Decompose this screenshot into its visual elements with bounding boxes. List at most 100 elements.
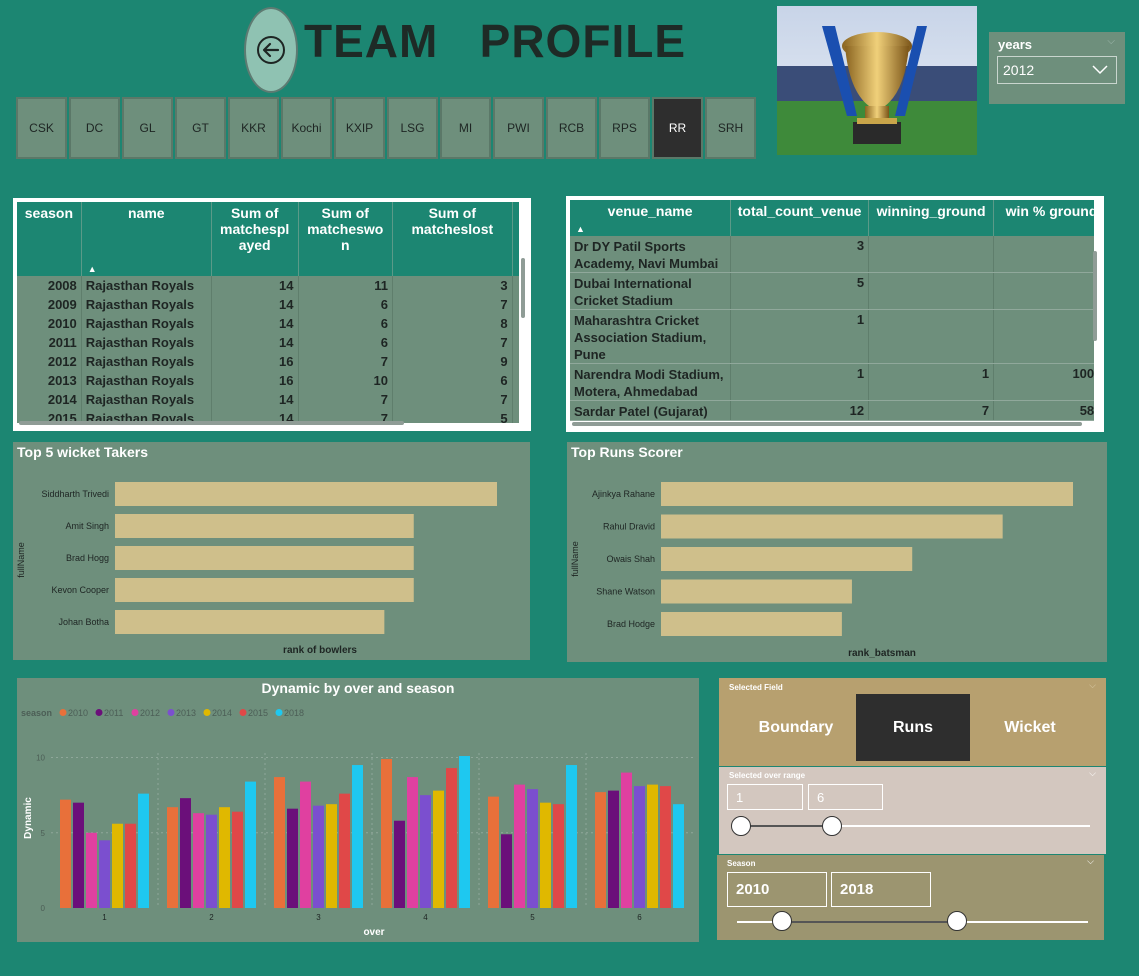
table-row[interactable]: 2011 Rajasthan Royals 14 6 7 (17, 333, 519, 352)
season-min-handle[interactable] (772, 911, 792, 931)
team-button-kxip[interactable]: KXIP (334, 97, 385, 159)
season-min-input[interactable]: 2010 (727, 872, 827, 907)
years-dropdown[interactable]: 2012 (997, 56, 1117, 84)
back-button[interactable] (244, 7, 298, 93)
bar[interactable] (501, 834, 512, 908)
bar[interactable] (193, 813, 204, 908)
team-button-lsg[interactable]: LSG (387, 97, 438, 159)
bar[interactable] (115, 482, 497, 506)
team-button-rr[interactable]: RR (652, 97, 703, 159)
bar[interactable] (407, 777, 418, 908)
bar[interactable] (112, 823, 123, 908)
field-option-wicket[interactable]: Wicket (1004, 718, 1056, 736)
table-row[interactable]: 2014 Rajasthan Royals 14 7 7 (17, 390, 519, 409)
table-row[interactable]: Maharashtra Cricket Association Stadium,… (570, 309, 1094, 364)
bar[interactable] (352, 765, 363, 908)
over-range-min-input[interactable]: 1 (727, 784, 803, 810)
team-button-kochi[interactable]: Kochi (281, 97, 332, 159)
bar[interactable] (660, 786, 671, 908)
team-button-csk[interactable]: CSK (16, 97, 67, 159)
column-header[interactable]: Sum of matchespl ayed (211, 202, 299, 276)
bar[interactable] (115, 578, 414, 602)
legend-label[interactable]: 2011 (104, 708, 123, 718)
bar[interactable] (381, 759, 392, 908)
bar[interactable] (661, 547, 913, 571)
bar[interactable] (115, 514, 414, 538)
bar[interactable] (446, 768, 457, 908)
team-button-srh[interactable]: SRH (705, 97, 756, 159)
bar[interactable] (219, 807, 230, 908)
bar[interactable] (595, 792, 606, 908)
bar[interactable] (488, 796, 499, 908)
legend-label[interactable]: 2010 (68, 708, 88, 718)
bar[interactable] (245, 781, 256, 908)
chevron-down-icon[interactable]: ⌵ (1089, 768, 1096, 778)
bar[interactable] (125, 823, 136, 908)
bar[interactable] (433, 790, 444, 908)
team-button-kkr[interactable]: KKR (228, 97, 279, 159)
table-row[interactable]: 2013 Rajasthan Royals 16 10 6 (17, 371, 519, 390)
season-max-handle[interactable] (947, 911, 967, 931)
bar[interactable] (274, 777, 285, 908)
bar[interactable] (661, 579, 852, 604)
field-option-runs[interactable]: Runs (856, 694, 970, 761)
column-header[interactable]: win % ground (993, 200, 1094, 236)
legend-label[interactable]: 2014 (212, 708, 232, 718)
bar[interactable] (527, 789, 538, 908)
legend-label[interactable]: 2013 (176, 708, 196, 718)
bar[interactable] (138, 793, 149, 908)
bar[interactable] (514, 784, 525, 908)
column-header[interactable]: total_count_venue (730, 200, 870, 236)
bar[interactable] (540, 802, 551, 908)
bar[interactable] (647, 784, 658, 908)
table-row[interactable]: Narendra Modi Stadium, Motera, Ahmedabad… (570, 363, 1094, 401)
chevron-down-icon[interactable]: ⌵ (1089, 680, 1096, 690)
legend-label[interactable]: 2012 (140, 708, 160, 718)
column-header[interactable]: Surnor (512, 202, 519, 276)
vertical-scrollbar[interactable] (1093, 251, 1097, 341)
table-row[interactable]: 2008 Rajasthan Royals 14 11 3 (17, 276, 519, 295)
bar[interactable] (608, 790, 619, 908)
team-button-rps[interactable]: RPS (599, 97, 650, 159)
bar[interactable] (287, 808, 298, 908)
team-button-mi[interactable]: MI (440, 97, 491, 159)
season-max-input[interactable]: 2018 (831, 872, 931, 907)
bar[interactable] (167, 807, 178, 908)
column-header[interactable]: season (17, 202, 82, 276)
column-header[interactable]: name ▲ (81, 202, 212, 276)
column-header[interactable]: winning_ground (868, 200, 995, 236)
table-row[interactable]: 2015 Rajasthan Royals 14 7 5 (17, 409, 519, 423)
bar[interactable] (566, 765, 577, 908)
bar[interactable] (326, 804, 337, 908)
bar[interactable] (180, 798, 191, 908)
bar[interactable] (661, 612, 842, 636)
bar[interactable] (394, 820, 405, 908)
horizontal-scrollbar[interactable] (572, 422, 1082, 426)
legend-label[interactable]: 2015 (248, 708, 268, 718)
table-row[interactable]: Dubai International Cricket Stadium 5 (570, 272, 1094, 310)
bar[interactable] (621, 772, 632, 908)
bar[interactable] (673, 804, 684, 908)
vertical-scrollbar[interactable] (521, 258, 525, 318)
bar[interactable] (661, 482, 1073, 506)
team-button-rcb[interactable]: RCB (546, 97, 597, 159)
bar[interactable] (73, 802, 84, 908)
team-button-gt[interactable]: GT (175, 97, 226, 159)
chevron-down-icon[interactable]: ⌵ (1107, 36, 1115, 47)
bar[interactable] (420, 795, 431, 908)
bar[interactable] (459, 756, 470, 908)
over-range-min-handle[interactable] (731, 816, 751, 836)
bar[interactable] (99, 840, 110, 908)
chevron-down-icon[interactable]: ⌵ (1087, 856, 1094, 866)
bar[interactable] (86, 832, 97, 908)
bar[interactable] (206, 814, 217, 908)
team-button-dc[interactable]: DC (69, 97, 120, 159)
legend-label[interactable]: 2018 (284, 708, 304, 718)
bar[interactable] (553, 804, 564, 908)
bar[interactable] (300, 781, 311, 908)
table-row[interactable]: 2010 Rajasthan Royals 14 6 8 (17, 314, 519, 333)
bar[interactable] (115, 610, 385, 634)
horizontal-scrollbar[interactable] (19, 421, 404, 425)
bar[interactable] (60, 799, 71, 908)
